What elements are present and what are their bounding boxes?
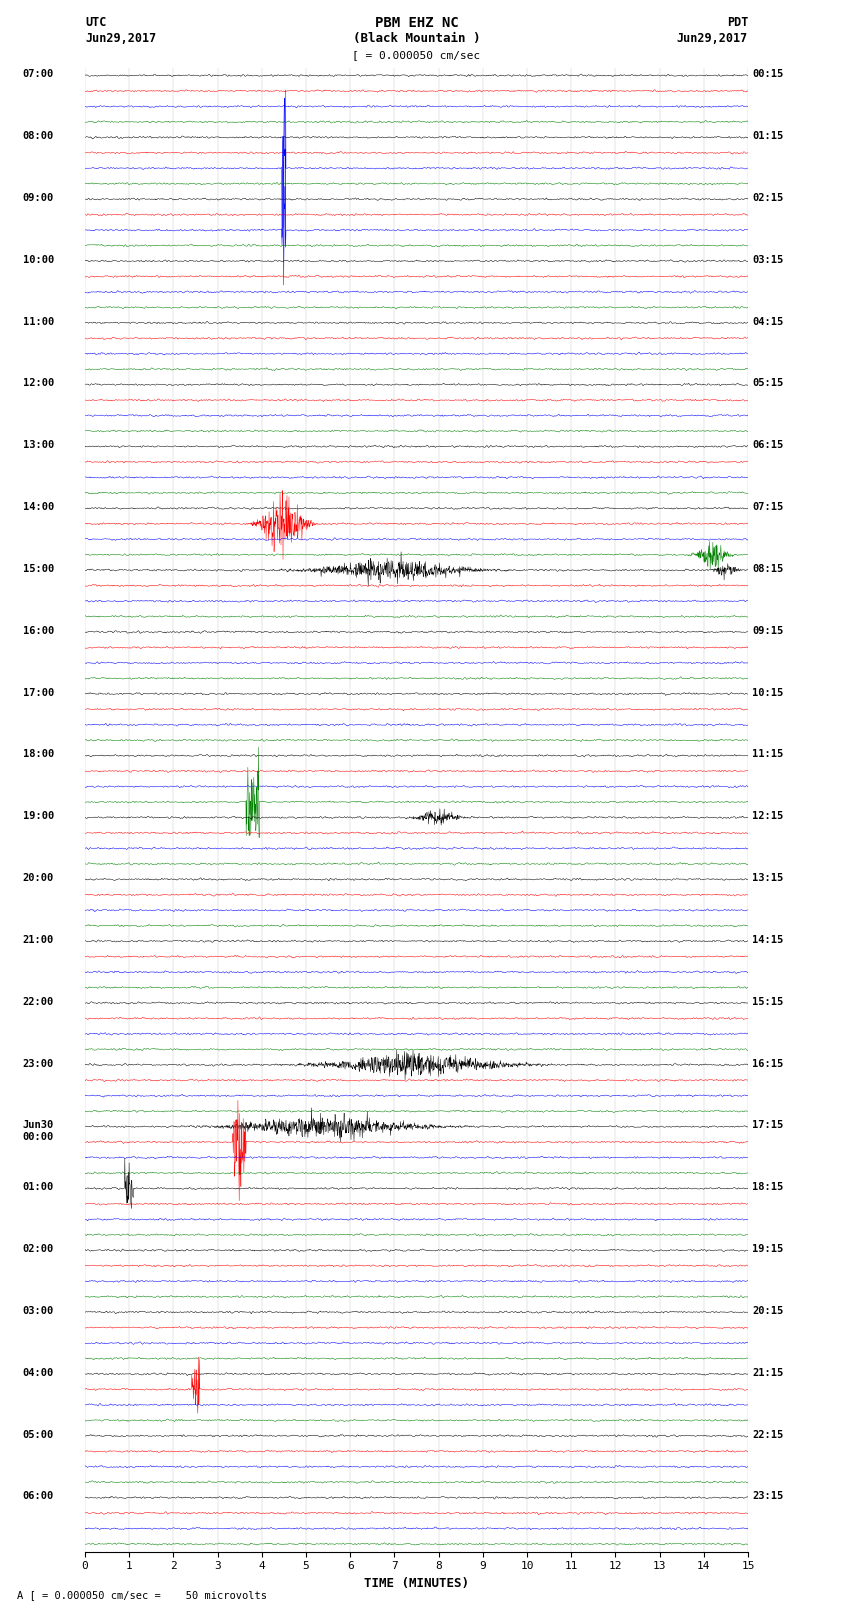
Text: 23:15: 23:15 [752, 1492, 784, 1502]
Text: 11:15: 11:15 [752, 750, 784, 760]
Text: 15:15: 15:15 [752, 997, 784, 1007]
Text: 15:00: 15:00 [23, 565, 54, 574]
Text: 10:00: 10:00 [23, 255, 54, 265]
Text: [ = 0.000050 cm/sec: [ = 0.000050 cm/sec [353, 50, 480, 60]
Text: Jun30
00:00: Jun30 00:00 [23, 1121, 54, 1142]
Text: 23:00: 23:00 [23, 1058, 54, 1068]
Text: 09:15: 09:15 [752, 626, 784, 636]
Text: 21:00: 21:00 [23, 936, 54, 945]
Text: PDT: PDT [727, 16, 748, 29]
X-axis label: TIME (MINUTES): TIME (MINUTES) [364, 1578, 469, 1590]
Text: 18:00: 18:00 [23, 750, 54, 760]
Text: 03:15: 03:15 [752, 255, 784, 265]
Text: 00:15: 00:15 [752, 69, 784, 79]
Text: 04:00: 04:00 [23, 1368, 54, 1378]
Text: UTC: UTC [85, 16, 106, 29]
Text: 05:15: 05:15 [752, 379, 784, 389]
Text: 21:15: 21:15 [752, 1368, 784, 1378]
Text: 06:15: 06:15 [752, 440, 784, 450]
Text: 12:00: 12:00 [23, 379, 54, 389]
Text: 06:00: 06:00 [23, 1492, 54, 1502]
Text: 18:15: 18:15 [752, 1182, 784, 1192]
Text: 14:15: 14:15 [752, 936, 784, 945]
Text: 02:00: 02:00 [23, 1244, 54, 1253]
Text: 01:00: 01:00 [23, 1182, 54, 1192]
Text: 19:15: 19:15 [752, 1244, 784, 1253]
Text: 20:00: 20:00 [23, 873, 54, 882]
Text: 12:15: 12:15 [752, 811, 784, 821]
Text: 03:00: 03:00 [23, 1307, 54, 1316]
Text: 13:15: 13:15 [752, 873, 784, 882]
Text: Jun29,2017: Jun29,2017 [85, 32, 156, 45]
Text: 04:15: 04:15 [752, 316, 784, 326]
Text: 17:15: 17:15 [752, 1121, 784, 1131]
Text: (Black Mountain ): (Black Mountain ) [353, 32, 480, 45]
Text: 16:00: 16:00 [23, 626, 54, 636]
Text: PBM EHZ NC: PBM EHZ NC [375, 16, 458, 31]
Text: 13:00: 13:00 [23, 440, 54, 450]
Text: 14:00: 14:00 [23, 502, 54, 511]
Text: 20:15: 20:15 [752, 1307, 784, 1316]
Text: Jun29,2017: Jun29,2017 [677, 32, 748, 45]
Text: A [ = 0.000050 cm/sec =    50 microvolts: A [ = 0.000050 cm/sec = 50 microvolts [17, 1590, 267, 1600]
Text: 08:15: 08:15 [752, 565, 784, 574]
Text: 17:00: 17:00 [23, 687, 54, 697]
Text: 08:00: 08:00 [23, 131, 54, 140]
Text: 19:00: 19:00 [23, 811, 54, 821]
Text: 05:00: 05:00 [23, 1429, 54, 1439]
Text: 22:00: 22:00 [23, 997, 54, 1007]
Text: 16:15: 16:15 [752, 1058, 784, 1068]
Text: 11:00: 11:00 [23, 316, 54, 326]
Text: 07:00: 07:00 [23, 69, 54, 79]
Text: 09:00: 09:00 [23, 194, 54, 203]
Text: 10:15: 10:15 [752, 687, 784, 697]
Text: 22:15: 22:15 [752, 1429, 784, 1439]
Text: 02:15: 02:15 [752, 194, 784, 203]
Text: 01:15: 01:15 [752, 131, 784, 140]
Text: 07:15: 07:15 [752, 502, 784, 511]
